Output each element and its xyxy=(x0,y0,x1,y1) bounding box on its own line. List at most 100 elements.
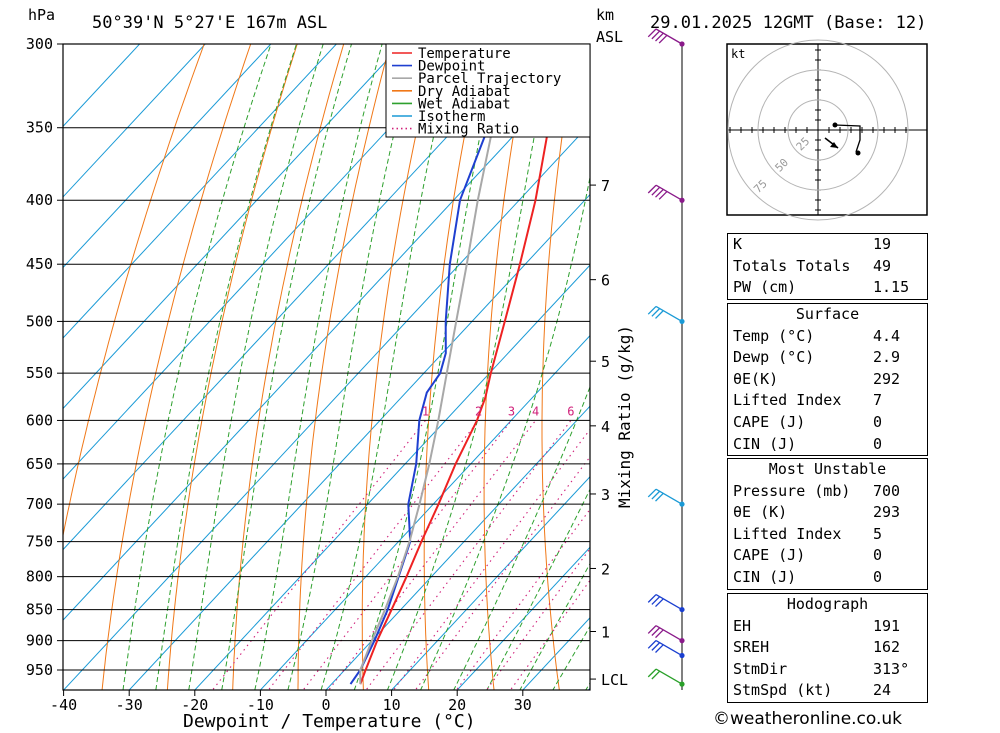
dry-adiabat-line xyxy=(948,44,1000,698)
legend-label: Wet Adiabat xyxy=(418,96,511,112)
table-row: Temp (°C) 4.4 xyxy=(728,326,927,348)
hodograph-trace xyxy=(834,124,861,153)
wind-barb-feather xyxy=(647,668,657,678)
table-row: Pressure (mb) 700 xyxy=(728,481,927,503)
wind-barb-feather xyxy=(647,28,657,38)
height-tick-label: 5 xyxy=(601,353,610,371)
height-tick-label: 6 xyxy=(601,272,610,290)
isotherm-line xyxy=(63,44,206,198)
table-row: θE (K) 293 xyxy=(728,502,927,524)
wind-barb-staff xyxy=(655,305,683,322)
mixing-ratio-label: 1 xyxy=(422,404,429,418)
temperature-tick-label: 0 xyxy=(321,696,330,714)
mixing-ratio-label: 2 xyxy=(475,404,482,418)
row-value: 191 xyxy=(873,616,901,635)
isotherm-line xyxy=(63,44,272,269)
hodograph-ring xyxy=(757,69,879,191)
wind-barb-staff xyxy=(655,184,683,201)
row-key: EH xyxy=(733,616,752,635)
wind-barb-staff xyxy=(655,625,683,642)
table-row: θE(K) 292 xyxy=(728,369,927,391)
wet-adiabat-line xyxy=(486,488,590,690)
hodograph-unit: kt xyxy=(731,47,745,61)
wind-barb-feather xyxy=(655,644,664,653)
isotherm-line xyxy=(259,334,590,690)
credit-label[interactable]: ©weatheronline.co.uk xyxy=(713,709,903,729)
indices-table: K 19 Totals Totals 49 PW (cm) 1.15 xyxy=(727,233,928,300)
wind-barb-feather xyxy=(651,186,661,196)
wind-barb-feather xyxy=(651,642,661,651)
temperature-tick-label: 20 xyxy=(448,696,466,714)
table-row: Lifted Index 7 xyxy=(728,390,927,412)
mixing-ratio-label: 6 xyxy=(567,404,574,418)
dry-adiabat-line xyxy=(995,44,1000,698)
mixing-ratio-axis-title: Mixing Ratio (g/kg) xyxy=(615,325,634,508)
wind-barb-dot xyxy=(679,318,685,325)
datetime-label: 29.01.2025 12GMT (Base: 12) xyxy=(650,13,926,33)
wet-adiabat-line xyxy=(320,44,455,690)
storm-motion-arrowhead xyxy=(830,142,838,148)
surface-title: Surface xyxy=(795,305,860,323)
table-row: PW (cm) 1.15 xyxy=(728,277,927,299)
series-line-temperature xyxy=(359,45,590,685)
row-key: PW (cm) xyxy=(733,278,797,297)
dry-adiabat-line xyxy=(232,44,345,690)
row-value: 0 xyxy=(873,412,883,431)
hodograph-ring xyxy=(787,99,849,161)
axis-ticks: 3003504004505005506006507007508008509009… xyxy=(26,35,532,714)
wind-barb-feather xyxy=(655,629,664,639)
wet-adiabat-line xyxy=(188,44,324,690)
table-row: K 19 xyxy=(728,234,927,256)
mixing-ratio-line xyxy=(365,420,572,690)
wind-barb-feather xyxy=(647,184,657,194)
table-row: Dewp (°C) 2.9 xyxy=(728,347,927,369)
wind-barb-dot xyxy=(679,606,685,613)
mixing-ratio-line xyxy=(392,428,590,690)
temperature-tick-label: -40 xyxy=(50,696,77,714)
pressure-tick-label: 650 xyxy=(26,455,53,473)
wind-barb-dot xyxy=(679,41,685,47)
dry-adiabat-line xyxy=(166,44,298,690)
legend-label: Isotherm xyxy=(418,109,485,125)
temperature-tick-label: 30 xyxy=(514,696,532,714)
wind-barb-staff xyxy=(655,639,683,657)
wind-barb-staff xyxy=(655,668,683,685)
mixing-ratio-label: 4 xyxy=(532,404,539,418)
wind-barb-feather xyxy=(658,34,668,44)
pressure-tick-label: 800 xyxy=(26,568,53,586)
row-value: 7 xyxy=(873,391,883,410)
wind-barb-feather xyxy=(651,490,661,500)
row-key: Pressure (mb) xyxy=(733,481,851,500)
pressure-tick-label: 900 xyxy=(26,632,53,650)
height-axis: 7 6 5 4 3 2 1 LCL xyxy=(589,44,628,690)
isotherm-line xyxy=(63,44,141,128)
pressure-tick-label: 550 xyxy=(26,364,53,382)
row-value: 49 xyxy=(873,256,892,275)
wind-barb-axis xyxy=(647,28,685,690)
wind-barb-feather xyxy=(647,488,657,498)
table-row: SREH 162 xyxy=(728,637,927,659)
x-axis-title: Dewpoint / Temperature (°C) xyxy=(183,711,476,732)
row-key: K xyxy=(733,235,743,253)
wet-adiabat-line xyxy=(287,44,417,690)
table-row: EH 191 xyxy=(728,616,927,638)
wind-barb-dot xyxy=(679,197,685,203)
mixing-ratio-line xyxy=(414,456,590,690)
pressure-tick-label: 600 xyxy=(26,411,53,429)
row-key: Lifted Index xyxy=(733,524,842,543)
wet-adiabat-line xyxy=(386,44,553,690)
row-key: CIN (J) xyxy=(733,567,797,586)
profile-lines xyxy=(349,44,590,685)
hodograph-table-title: Hodograph xyxy=(786,595,869,613)
height-tick-label: LCL xyxy=(601,671,628,689)
wind-barb-dot xyxy=(679,652,685,659)
hodograph-ring xyxy=(727,39,909,221)
dry-adiabat-line xyxy=(541,44,577,690)
row-key: CAPE (J) xyxy=(733,546,806,565)
row-value: 0 xyxy=(873,567,883,586)
row-key: Dewp (°C) xyxy=(733,348,815,367)
legend-label: Mixing Ratio xyxy=(418,122,519,138)
row-key: θE (K) xyxy=(733,503,788,522)
